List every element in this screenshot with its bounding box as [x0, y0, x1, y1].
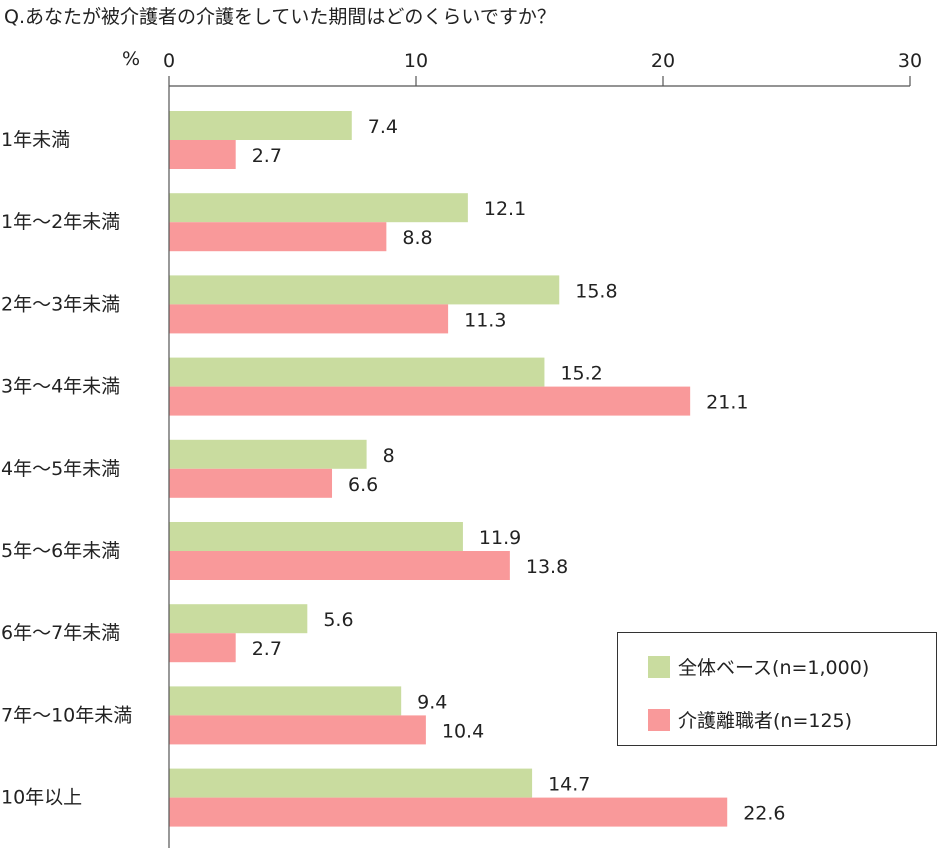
chart-title: Q.あなたが被介護者の介護をしていた期間はどのくらいですか？: [4, 6, 556, 28]
bar-resigned-7: [169, 715, 426, 745]
category-label-8: 10年以上: [1, 787, 82, 809]
legend-item-resigned: 介護離職者(n=125): [648, 706, 852, 733]
data-label-resigned-1: 8.8: [402, 227, 432, 249]
data-label-resigned-6: 2.7: [252, 638, 282, 660]
bar-all-6: [169, 604, 308, 634]
category-label-4: 4年〜5年未満: [1, 458, 120, 480]
data-label-all-1: 12.1: [484, 198, 526, 220]
bar-resigned-2: [169, 304, 449, 334]
category-label-5: 5年〜6年未満: [1, 540, 120, 562]
data-label-resigned-7: 10.4: [442, 720, 484, 742]
legend-label-all: 全体ベース(n=1,000): [678, 657, 870, 679]
category-label-3: 3年〜4年未満: [1, 376, 120, 398]
data-label-all-0: 7.4: [368, 116, 398, 138]
data-label-all-2: 15.8: [575, 280, 617, 302]
x-tick-label-20: 20: [651, 50, 675, 72]
bar-resigned-5: [169, 551, 510, 580]
data-label-resigned-5: 13.8: [526, 556, 568, 578]
bar-all-3: [169, 357, 545, 387]
legend-swatch-all: [648, 655, 670, 678]
data-label-all-4: 8: [383, 445, 395, 467]
bar-resigned-8: [169, 797, 728, 827]
legend-swatch-resigned: [648, 708, 670, 731]
data-label-all-8: 14.7: [548, 774, 590, 796]
data-label-resigned-2: 11.3: [464, 309, 506, 331]
data-label-resigned-4: 6.6: [348, 474, 378, 496]
category-label-0: 1年未満: [1, 129, 70, 151]
data-label-resigned-0: 2.7: [252, 145, 282, 167]
bar-resigned-6: [169, 633, 236, 663]
data-label-resigned-3: 21.1: [706, 392, 748, 414]
bar-all-7: [169, 686, 402, 716]
bar-resigned-4: [169, 468, 333, 498]
category-label-2: 2年〜3年未満: [1, 293, 120, 315]
bar-resigned-0: [169, 140, 236, 169]
data-label-all-3: 15.2: [560, 363, 602, 385]
data-label-all-7: 9.4: [417, 691, 447, 713]
bar-all-1: [169, 193, 468, 223]
legend: 全体ベース(n=1,000) 介護離職者(n=125): [617, 632, 937, 746]
bar-all-8: [169, 768, 533, 798]
x-tick-label-10: 10: [404, 50, 428, 72]
category-label-1: 1年〜2年未満: [1, 211, 120, 233]
category-label-7: 7年〜10年未満: [1, 704, 132, 726]
bar-all-4: [169, 439, 367, 469]
bar-all-5: [169, 522, 463, 551]
bar-all-2: [169, 275, 560, 305]
legend-item-all: 全体ベース(n=1,000): [648, 653, 869, 680]
bar-all-0: [169, 111, 352, 140]
data-label-resigned-8: 22.6: [743, 803, 785, 825]
x-tick-label-30: 30: [898, 50, 922, 72]
x-tick-label-0: 0: [163, 50, 175, 72]
category-label-6: 6年〜7年未満: [1, 622, 120, 644]
data-label-all-6: 5.6: [323, 609, 353, 631]
bar-resigned-3: [169, 386, 691, 416]
legend-label-resigned: 介護離職者(n=125): [678, 710, 853, 732]
data-label-all-5: 11.9: [479, 527, 521, 549]
unit-label: %: [122, 48, 141, 70]
bar-resigned-1: [169, 222, 387, 252]
